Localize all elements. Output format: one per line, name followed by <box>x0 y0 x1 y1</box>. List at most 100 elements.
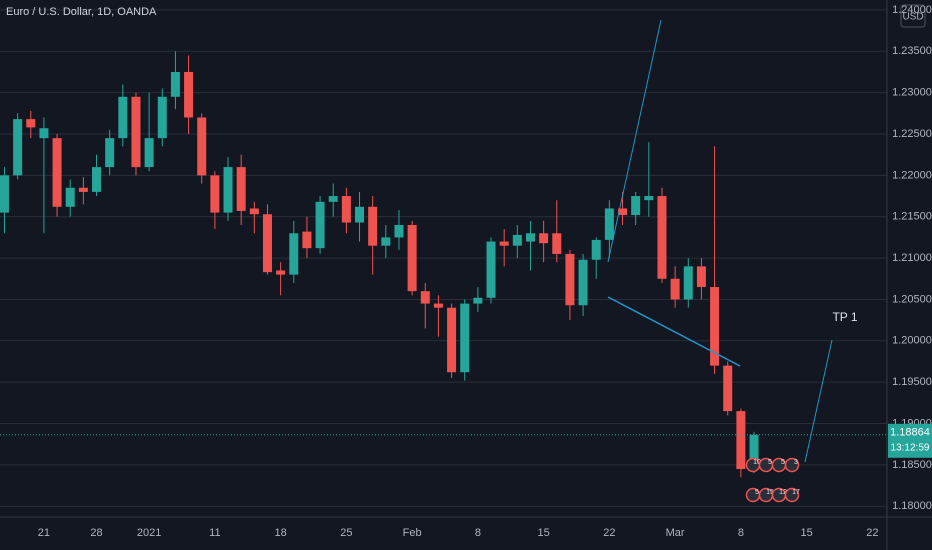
event-count: 17 <box>792 489 800 496</box>
candle-body <box>197 117 207 176</box>
candle-body <box>499 241 509 246</box>
candle-body <box>683 266 693 300</box>
candle-body <box>394 224 404 238</box>
event-icon <box>784 487 800 503</box>
event-count: 5 <box>768 459 772 466</box>
candle-body <box>355 206 365 223</box>
candle-body <box>381 237 391 246</box>
y-tick-label: 1.18000 <box>892 500 932 512</box>
candle-body <box>749 434 759 470</box>
currency-box[interactable] <box>900 4 926 28</box>
candle-body <box>0 175 9 213</box>
x-tick-label: 11 <box>209 527 220 539</box>
candle-body <box>315 201 325 249</box>
candle-body <box>78 187 88 192</box>
x-tick-label: Mar <box>666 527 685 539</box>
trend-line <box>607 296 741 367</box>
y-tick-label: 1.24000 <box>892 4 932 16</box>
candle-body <box>591 239 601 260</box>
candle-body <box>157 96 167 139</box>
y-tick-label: 1.23000 <box>892 87 932 99</box>
last-price-label: 1.18864 <box>890 427 930 439</box>
candle-body <box>289 233 299 275</box>
candle-body <box>328 196 338 202</box>
y-tick-label: 1.22000 <box>892 169 932 181</box>
candle-body <box>433 303 443 308</box>
candle-body <box>512 234 522 246</box>
candle-body <box>210 175 220 213</box>
candle-body <box>657 196 667 279</box>
candle-body <box>223 167 233 213</box>
currency[interactable]: USD <box>902 12 923 23</box>
candle-body <box>144 138 154 168</box>
candle-body <box>670 278 680 300</box>
event-icon <box>784 457 800 473</box>
candle-body <box>13 119 23 176</box>
x-tick-label: 28 <box>90 527 102 539</box>
trend-line <box>804 339 833 463</box>
candle-body <box>460 303 470 373</box>
candle-body <box>262 214 272 273</box>
candle-body <box>723 365 733 412</box>
candle-body <box>578 259 588 306</box>
x-tick-label: 22 <box>603 527 615 539</box>
countdown: 13:12:59 <box>891 442 930 453</box>
candle-body <box>184 71 194 118</box>
candle-body <box>170 71 180 97</box>
candle-body <box>52 138 62 207</box>
candle-body <box>565 253 575 306</box>
y-tick-label: 1.20500 <box>892 293 932 305</box>
candle-body <box>604 208 614 240</box>
candle-body <box>249 208 259 215</box>
x-tick-label: 18 <box>275 527 287 539</box>
candle-body <box>696 266 706 288</box>
candle-body <box>118 96 128 139</box>
x-tick-label: 22 <box>866 527 878 539</box>
x-tick-label: 25 <box>340 527 352 539</box>
event-count: 3 <box>794 459 798 466</box>
candle-body <box>236 167 246 211</box>
y-tick-label: 1.23500 <box>892 45 932 57</box>
candle-body <box>26 119 36 128</box>
event-count: 5 <box>781 459 785 466</box>
y-tick-label: 1.21500 <box>892 211 932 223</box>
y-tick-label: 1.20000 <box>892 335 932 347</box>
y-tick-label: 1.18500 <box>892 459 932 471</box>
candle-body <box>368 206 378 246</box>
x-tick-label: 8 <box>475 527 481 539</box>
candle-body <box>341 196 351 223</box>
candle-body <box>65 187 75 207</box>
candle-body <box>105 138 115 168</box>
x-tick-label: Feb <box>403 527 422 539</box>
candle-body <box>525 233 535 242</box>
y-tick-label: 1.22500 <box>892 128 932 140</box>
candle-body <box>618 208 628 216</box>
candle-body <box>302 231 312 249</box>
y-tick-label: 1.21000 <box>892 252 932 264</box>
candle-body <box>276 270 286 275</box>
candle-body <box>407 224 417 292</box>
candle-body <box>473 297 483 304</box>
candle-body <box>736 411 746 470</box>
candle-body <box>447 307 457 373</box>
candle-body <box>539 233 549 244</box>
candle-body <box>486 241 496 298</box>
candles <box>0 51 759 478</box>
x-tick-label: 15 <box>801 527 813 539</box>
candle-body <box>631 196 641 216</box>
chart-title: Euro / U.S. Dollar, 1D, OANDA <box>6 6 157 18</box>
candle-body <box>420 291 430 304</box>
candle-body <box>644 196 654 201</box>
trend-line <box>607 19 662 263</box>
candle-body <box>131 96 141 168</box>
y-tick-label: 1.19500 <box>892 376 932 388</box>
grid <box>0 9 887 507</box>
x-tick-label: 15 <box>538 527 550 539</box>
candle-body <box>92 167 102 192</box>
event-count: 15 <box>766 489 774 496</box>
event-count: 5 <box>755 489 759 496</box>
event-count: 10 <box>753 459 761 466</box>
candle-body <box>552 233 562 254</box>
last-price-box <box>888 423 932 458</box>
